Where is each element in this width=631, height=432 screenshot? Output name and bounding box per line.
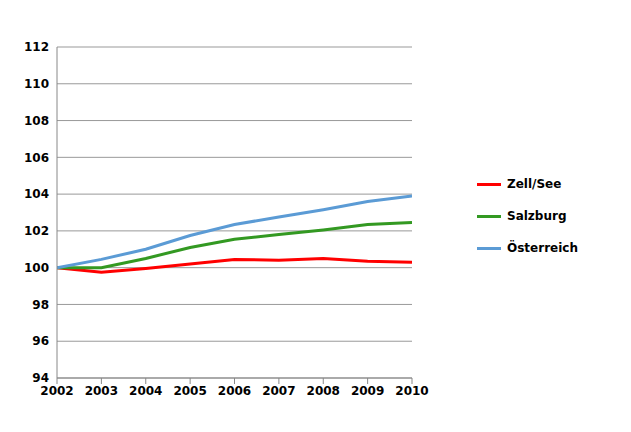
- svg-text:2009: 2009: [351, 384, 384, 398]
- svg-text:2006: 2006: [218, 384, 251, 398]
- svg-text:2010: 2010: [395, 384, 428, 398]
- html-text:Österreich: Österreich: [507, 241, 578, 255]
- svg-text:106: 106: [24, 151, 49, 165]
- html-text:Salzburg: Salzburg: [507, 209, 567, 223]
- svg-text:2008: 2008: [307, 384, 340, 398]
- svg-text:112: 112: [24, 40, 49, 54]
- svg-text:98: 98: [32, 298, 49, 312]
- svg-text:2004: 2004: [129, 384, 162, 398]
- svg-text:110: 110: [24, 77, 49, 91]
- svg-text:94: 94: [32, 371, 49, 385]
- svg-text:102: 102: [24, 224, 49, 238]
- svg-text:108: 108: [24, 114, 49, 128]
- svg-text:2002: 2002: [40, 384, 73, 398]
- svg-text:2007: 2007: [262, 384, 295, 398]
- svg-text:2003: 2003: [85, 384, 118, 398]
- html-text:Zell/See: Zell/See: [507, 177, 562, 191]
- svg-text:96: 96: [32, 334, 49, 348]
- svg-text:2005: 2005: [173, 384, 206, 398]
- svg-text:100: 100: [24, 261, 49, 275]
- svg-text:104: 104: [24, 187, 49, 201]
